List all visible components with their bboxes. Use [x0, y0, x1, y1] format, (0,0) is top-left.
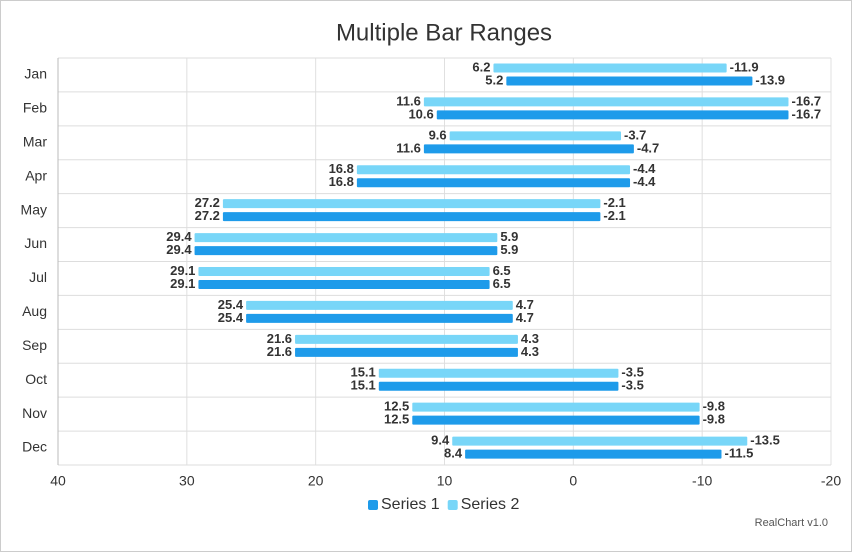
bar: [423, 144, 634, 154]
y-tick-label: Sep: [22, 337, 47, 353]
x-tick-label: 30: [179, 473, 195, 489]
bar: [452, 436, 748, 446]
value-label: 16.8: [329, 174, 354, 189]
y-tick-label: Nov: [22, 405, 47, 421]
bar: [246, 300, 513, 310]
value-label: 9.4: [431, 433, 450, 448]
value-label: 4.3: [521, 331, 539, 346]
value-label: -2.1: [603, 195, 625, 210]
credits: RealChart v1.0: [755, 517, 828, 529]
value-label: 6.5: [493, 276, 511, 291]
bar: [198, 280, 490, 289]
value-label: 10.6: [408, 106, 433, 121]
value-label: -3.7: [624, 127, 646, 142]
value-label: 27.2: [195, 195, 220, 210]
y-tick-label: Jan: [24, 66, 47, 82]
value-label: -11.9: [730, 59, 759, 74]
legend-label: Series 1: [381, 496, 440, 513]
y-tick-label: Jun: [24, 235, 47, 251]
x-tick-label: -10: [692, 473, 712, 489]
value-label: 5.9: [500, 242, 518, 257]
legend-swatch: [368, 500, 378, 510]
value-label: 4.7: [516, 310, 534, 325]
value-label: 27.2: [195, 208, 220, 223]
value-label: -13.5: [750, 433, 780, 448]
value-label: 29.1: [170, 276, 195, 291]
value-label: -9.8: [703, 412, 725, 427]
bar: [465, 449, 722, 459]
value-label: -16.7: [791, 93, 821, 108]
x-tick-label: -20: [821, 473, 841, 489]
value-label: 29.4: [166, 229, 192, 244]
value-label: 29.1: [170, 263, 195, 278]
bar: [506, 76, 753, 86]
value-label: -2.1: [603, 208, 625, 223]
value-label: -4.4: [633, 161, 656, 176]
bar: [378, 381, 619, 391]
value-label: -4.4: [633, 174, 656, 189]
y-tick-label: Jul: [29, 269, 47, 285]
x-tick-label: 40: [50, 473, 66, 489]
value-label: -11.5: [724, 446, 753, 461]
value-label: -13.9: [755, 72, 785, 87]
x-tick-label: 0: [569, 473, 577, 489]
value-label: 29.4: [166, 242, 192, 257]
bar: [222, 199, 601, 209]
bar: [295, 347, 518, 357]
value-label: -3.5: [621, 365, 643, 380]
value-label: 5.9: [500, 229, 518, 244]
value-label: -3.5: [621, 378, 643, 393]
bar: [194, 233, 498, 243]
value-label: 4.3: [521, 344, 539, 359]
bar: [295, 334, 518, 344]
y-tick-label: May: [21, 201, 47, 217]
value-label: 11.6: [396, 93, 421, 108]
value-label: 8.4: [444, 446, 463, 461]
value-label: 6.5: [493, 263, 511, 278]
bar: [356, 165, 631, 175]
legend-label: Series 2: [461, 496, 520, 513]
value-label: 6.2: [472, 59, 490, 74]
value-label: 25.4: [218, 297, 244, 312]
bar: [222, 212, 601, 222]
bar: [378, 368, 619, 378]
y-tick-label: Apr: [25, 167, 47, 183]
value-label: 11.6: [396, 140, 421, 155]
bar: [423, 97, 789, 107]
bar: [412, 402, 700, 412]
value-label: 4.7: [516, 297, 534, 312]
bar: [449, 131, 622, 141]
value-label: -16.7: [791, 106, 821, 121]
value-label: 21.6: [267, 344, 292, 359]
value-label: -9.8: [703, 399, 725, 414]
value-label: 21.6: [267, 331, 292, 346]
value-label: 5.2: [485, 72, 503, 87]
y-tick-label: Aug: [22, 303, 47, 319]
y-tick-label: Oct: [25, 371, 47, 387]
bar: [412, 415, 700, 425]
value-label: -4.7: [637, 140, 659, 155]
value-label: 16.8: [329, 161, 354, 176]
value-label: 15.1: [350, 378, 375, 393]
x-tick-label: 10: [437, 473, 453, 489]
value-label: 12.5: [384, 399, 409, 414]
bar: [198, 267, 490, 276]
legend-swatch: [447, 500, 458, 510]
bar: [493, 63, 727, 73]
value-label: 12.5: [384, 412, 409, 427]
y-tick-label: Mar: [23, 133, 47, 149]
chart-title: Multiple Bar Ranges: [336, 19, 552, 46]
bar: [246, 313, 513, 323]
bar: [356, 178, 631, 188]
value-label: 15.1: [350, 365, 375, 380]
value-label: 25.4: [218, 310, 244, 325]
bar: [194, 246, 498, 256]
x-tick-label: 20: [308, 473, 324, 489]
bar: [436, 110, 789, 120]
y-tick-label: Feb: [23, 100, 47, 116]
value-label: 9.6: [429, 127, 447, 142]
y-tick-label: Dec: [22, 439, 47, 455]
